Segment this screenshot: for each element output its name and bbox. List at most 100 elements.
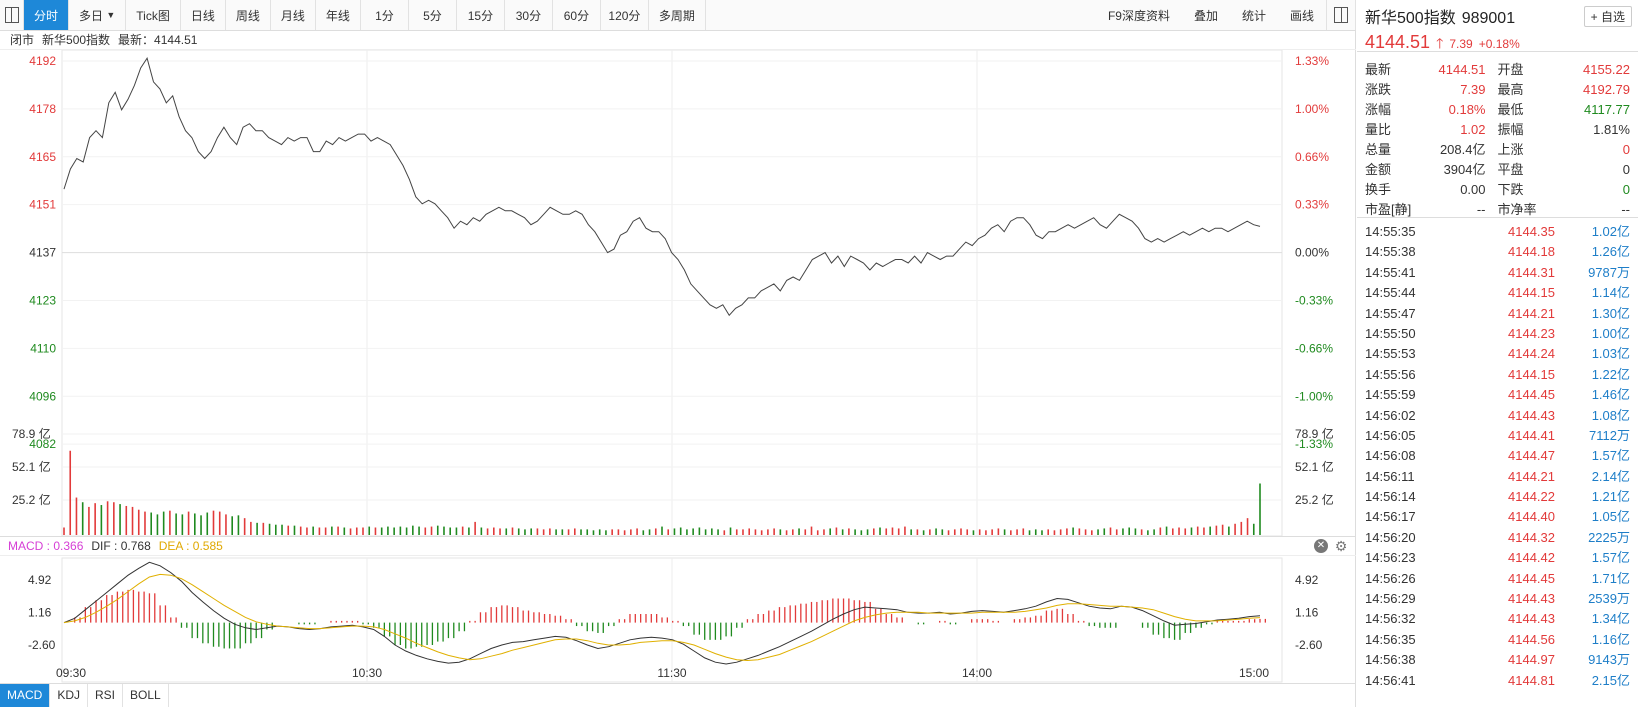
tab-rsi[interactable]: RSI (88, 684, 124, 707)
tick-time: 14:56:02 (1365, 407, 1416, 423)
quote-name: 新华500指数 (1365, 10, 1456, 27)
macd-tick-left: 1.16 (28, 606, 52, 620)
chart-panel: 分时 多日 ▼ Tick图 日线 周线 月线 年线 1分 5分 15分 30分 … (0, 0, 1356, 707)
tab-macd[interactable]: MACD (0, 684, 51, 707)
draw-line-button[interactable]: 画线 (1289, 8, 1314, 23)
macd-tick-left: 4.92 (28, 573, 52, 587)
stat-value: 4155.22 (1583, 62, 1630, 77)
stat-cell: 开盘 4155.22 (1498, 60, 1631, 80)
tab-15min[interactable]: 15分 (457, 0, 505, 30)
stat-cell: 最新 4144.51 (1365, 60, 1498, 80)
volume-tick-left: 78.9 亿 (12, 426, 51, 441)
tick-volume: 9787万 (1588, 264, 1630, 280)
price-tick-right: -0.33% (1295, 293, 1333, 307)
tick-volume: 1.21亿 (1591, 489, 1630, 505)
tab-fenshi[interactable]: 分时 (24, 0, 70, 30)
stat-label: 总量 (1365, 142, 1392, 157)
price-tick-left: 4123 (29, 293, 56, 307)
stat-label: 涨幅 (1365, 102, 1392, 117)
stat-cell: 市净率 -- (1498, 200, 1631, 220)
price-tick-right: -1.33% (1295, 437, 1333, 451)
stat-label: 最高 (1497, 82, 1524, 97)
tick-time: 14:56:29 (1365, 591, 1416, 607)
stat-value: 0 (1622, 182, 1630, 197)
tab-60min[interactable]: 60分 (553, 0, 601, 30)
tick-volume: 1.57亿 (1591, 550, 1630, 566)
stat-cell: 涨跌 7.39 (1365, 80, 1498, 100)
stat-cell: 总量 208.4亿 (1365, 140, 1498, 160)
tab-monthly[interactable]: 月线 (271, 0, 316, 30)
tick-volume: 1.57亿 (1591, 448, 1630, 464)
tick-price: 4144.97 (1508, 652, 1555, 668)
stat-label: 下跌 (1497, 182, 1524, 197)
price-tick-left: 4178 (29, 102, 56, 116)
macd-tick-right: 4.92 (1295, 573, 1319, 587)
stat-cell: 最低 4117.77 (1498, 100, 1631, 120)
price-tick-right: -0.66% (1295, 341, 1333, 355)
tick-row: 14:56:41 4144.81 2.15亿 (1365, 671, 1630, 691)
tick-volume: 1.26亿 (1591, 244, 1630, 260)
f9-depth-button[interactable]: F9深度资料 (1107, 8, 1170, 23)
stat-cell: 上涨 0 (1498, 140, 1631, 160)
add-watchlist-button[interactable]: + 自选 (1583, 6, 1632, 27)
tick-row: 14:55:50 4144.23 1.00亿 (1365, 324, 1630, 344)
tick-time: 14:56:08 (1365, 448, 1416, 464)
stat-row: 换手 0.00 下跌 0 (1365, 180, 1630, 200)
indicator-tabs: MACD KDJ RSI BOLL (0, 683, 1356, 707)
stat-cell: 量比 1.02 (1365, 120, 1498, 140)
volume-tick-right: 78.9 亿 (1295, 426, 1334, 441)
stat-cell: 涨幅 0.18% (1365, 100, 1498, 120)
tick-volume: 1.05亿 (1591, 509, 1630, 525)
quote-stats: 最新 4144.51 开盘 4155.22 涨跌 7.39 最高 4192.79 涨幅 0.18%… (1357, 52, 1638, 218)
stat-cell: 金额 3904亿 (1365, 160, 1498, 180)
tick-price: 4144.21 (1508, 468, 1555, 484)
tick-row: 14:55:56 4144.15 1.22亿 (1365, 365, 1630, 385)
tab-30min[interactable]: 30分 (505, 0, 553, 30)
tick-row: 14:56:35 4144.56 1.16亿 (1365, 630, 1630, 650)
toggle-left-panel-button[interactable] (0, 0, 24, 30)
market-status: 闭市 (10, 33, 35, 47)
intraday-chart[interactable]: 4192 1.33% 4178 1.00% 4165 0.66% 4151 0.33% 4137… (0, 50, 1356, 683)
quote-change-pct: +0.18% (1478, 37, 1520, 51)
stat-row: 金额 3904亿 平盘 0 (1365, 160, 1630, 180)
tab-multi-day[interactable]: 多日 ▼ (69, 0, 127, 30)
stat-cell: 换手 0.00 (1365, 180, 1498, 200)
tick-row: 14:56:32 4144.43 1.34亿 (1365, 609, 1630, 629)
tab-daily[interactable]: 日线 (181, 0, 226, 30)
tab-tick[interactable]: Tick图 (126, 0, 181, 30)
tick-time: 14:56:41 (1365, 672, 1416, 688)
tab-boll[interactable]: BOLL (123, 684, 169, 707)
stat-value: -- (1621, 202, 1630, 217)
tick-volume: 1.22亿 (1591, 366, 1630, 382)
tab-multi-period[interactable]: 多周期 (649, 0, 706, 30)
tab-1min[interactable]: 1分 (361, 0, 409, 30)
toggle-right-panel-button[interactable] (1326, 0, 1356, 30)
price-tick-left: 4165 (29, 150, 56, 164)
price-tick-left: 4110 (30, 341, 56, 355)
stat-label: 最新 (1365, 62, 1392, 77)
index-name: 新华500指数 (42, 33, 111, 47)
close-indicator-icon[interactable]: ✕ (1314, 539, 1328, 553)
stat-value: 4117.77 (1583, 102, 1630, 117)
tick-price: 4144.23 (1508, 325, 1555, 341)
price-tick-left: 4096 (29, 389, 56, 403)
tab-yearly[interactable]: 年线 (316, 0, 361, 30)
time-tick: 10:30 (352, 666, 382, 680)
tick-volume: 9143万 (1588, 652, 1630, 668)
dea-value: DEA : 0.585 (158, 539, 223, 553)
panel-left-icon (4, 7, 19, 23)
stat-label: 上涨 (1497, 142, 1524, 157)
tab-5min[interactable]: 5分 (409, 0, 457, 30)
tab-kdj[interactable]: KDJ (50, 684, 89, 707)
tab-120min[interactable]: 120分 (601, 0, 649, 30)
tick-row: 14:56:02 4144.43 1.08亿 (1365, 406, 1630, 426)
stats-button[interactable]: 统计 (1241, 8, 1266, 23)
tick-volume: 1.00亿 (1591, 325, 1630, 341)
tick-price: 4144.40 (1508, 509, 1555, 525)
latest-price-label: 最新：4144.51 (118, 33, 198, 47)
overlay-button[interactable]: 叠加 (1193, 8, 1218, 23)
tab-weekly[interactable]: 周线 (226, 0, 271, 30)
gear-icon[interactable]: ⚙ (1334, 538, 1348, 554)
tick-price: 4144.43 (1508, 611, 1555, 627)
tick-price: 4144.22 (1508, 489, 1555, 505)
